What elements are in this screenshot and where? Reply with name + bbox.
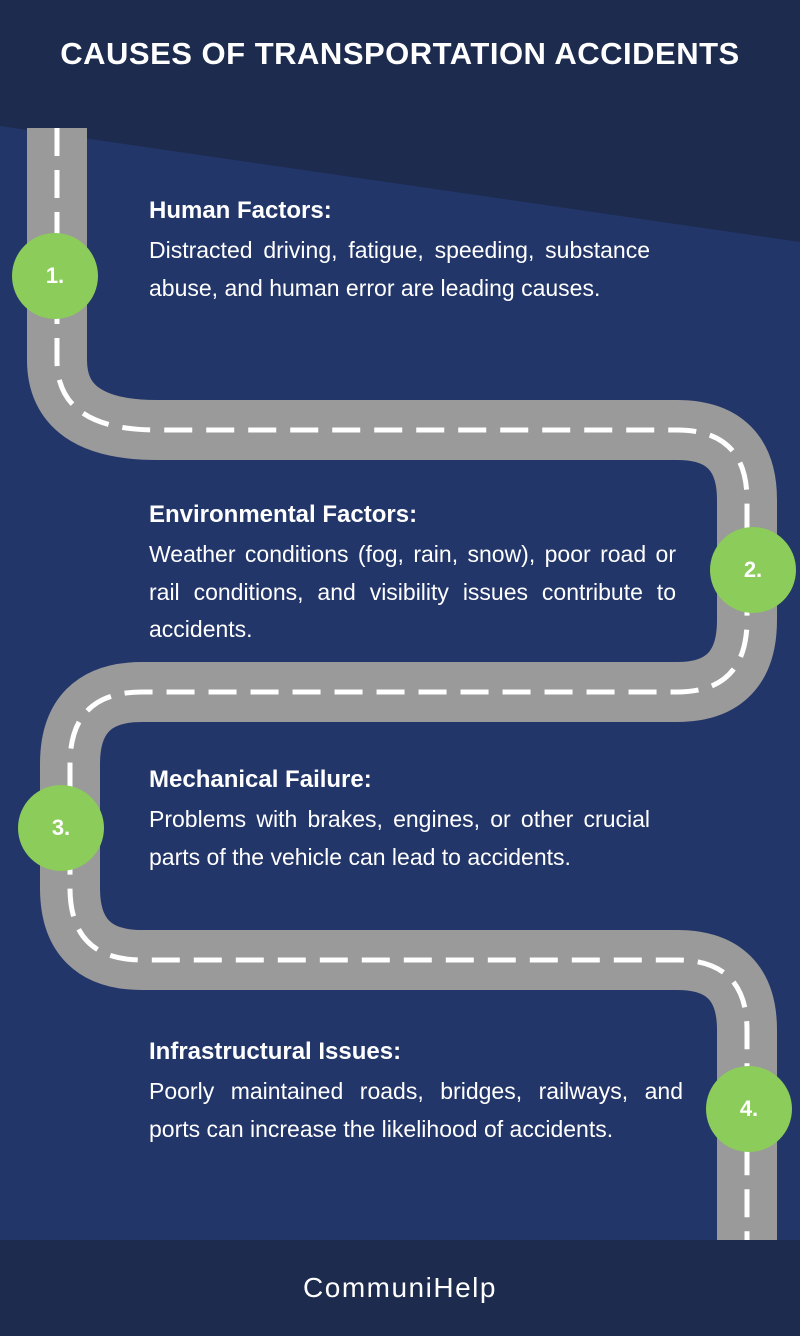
cause-text: Problems with brakes, engines, or other …: [149, 806, 650, 870]
road-center-line: [54, 128, 750, 1250]
step-badge-2: 2.: [710, 527, 796, 613]
header-band: [0, 0, 800, 242]
cause-heading: Human Factors:: [149, 197, 332, 224]
step-badge-4: 4.: [706, 1066, 792, 1152]
step-badge-3: 3.: [18, 785, 104, 871]
cause-item-mechanical-failure: Mechanical Failure: Problems with brakes…: [149, 765, 650, 876]
cause-item-human-factors: Human Factors: Distracted driving, fatig…: [149, 196, 650, 307]
cause-item-environmental-factors: Environmental Factors: Weather condition…: [149, 500, 676, 649]
cause-heading: Mechanical Failure:: [149, 766, 372, 793]
cause-text: Distracted driving, fatigue, speeding, s…: [149, 237, 650, 301]
cause-text: Weather conditions (fog, rain, snow), po…: [149, 541, 676, 642]
cause-text: Poorly maintained roads, bridges, railwa…: [149, 1078, 683, 1142]
page-title: CAUSES OF TRANSPORTATION ACCIDENTS: [60, 36, 740, 71]
brand-name: CommuniHelp: [303, 1272, 497, 1303]
footer-bar: CommuniHelp: [0, 1240, 800, 1336]
cause-heading: Infrastructural Issues:: [149, 1038, 402, 1065]
cause-heading: Environmental Factors:: [149, 501, 418, 528]
step-badge-1: 1.: [12, 233, 98, 319]
cause-item-infrastructural-issues: Infrastructural Issues: Poorly maintaine…: [149, 1037, 683, 1148]
